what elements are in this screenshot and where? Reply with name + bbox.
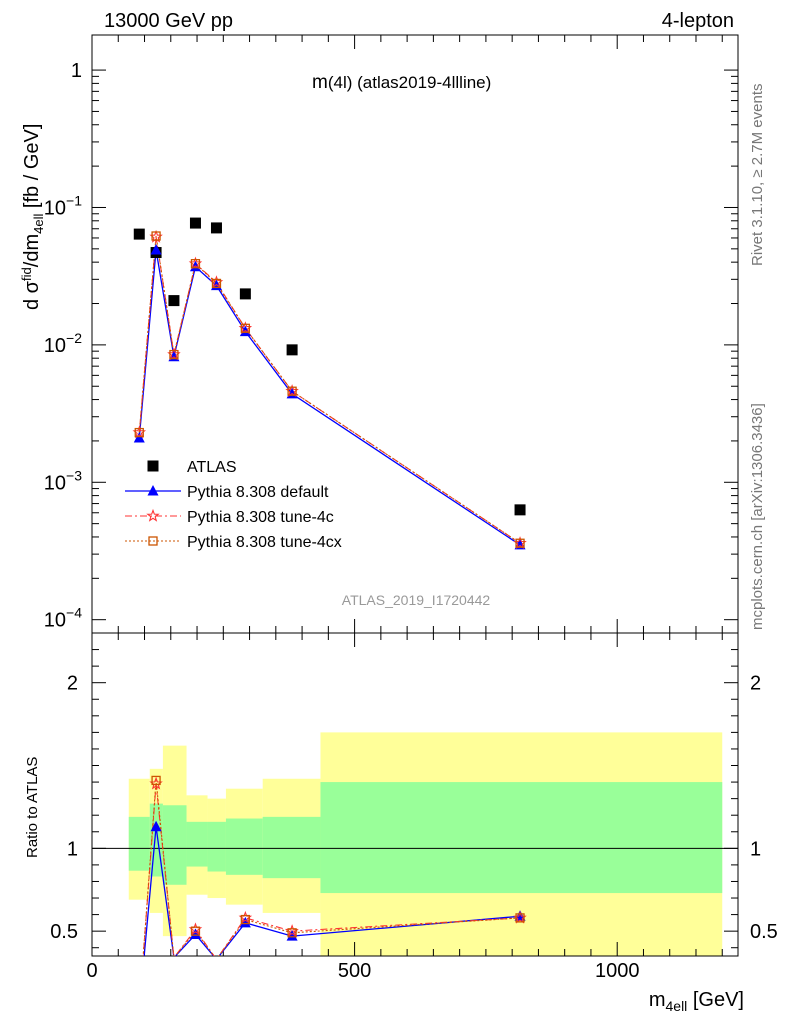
- legend-marker-1: [147, 485, 159, 496]
- analysis-id-watermark: ATLAS_2019_I1720442: [342, 592, 491, 608]
- ratio-plot-frame: [91, 632, 739, 957]
- legend-marker-3: [148, 536, 158, 546]
- ratio-y-tick-label-right-2: 2: [750, 673, 761, 695]
- legend-marker-2: [146, 508, 160, 522]
- main-point-s3-3: [190, 259, 201, 269]
- ratio-point-s2-3: [190, 926, 201, 936]
- mcplots-reference-label: mcplots.cern.ch [arXiv:1306.3436]: [749, 403, 766, 630]
- x-tick-label-1: 500: [338, 960, 371, 982]
- plot-title-rest: (atlas2019-4llline): [352, 73, 491, 92]
- ratio-y-tick-label-left-0: 0.5: [50, 921, 78, 943]
- ratio-point-s2-7: [515, 913, 525, 923]
- x-tick-label-0: 0: [86, 960, 97, 982]
- main-y-tick-label-4: 10−4: [44, 605, 82, 632]
- header-right-label: 4-lepton: [662, 10, 734, 32]
- legend-label-3: Pythia 8.308 tune-4cx: [187, 534, 342, 551]
- main-point-s3-0: [134, 427, 144, 438]
- legend-label-1: Pythia 8.308 default: [187, 484, 329, 501]
- header-left-label: 13000 GeV pp: [104, 10, 233, 32]
- main-point-s3-7: [515, 538, 525, 548]
- ratio-y-tick-label-left-2: 2: [67, 673, 78, 695]
- inner-band-bin-0: [128, 816, 150, 871]
- main-point-s3-6: [287, 386, 297, 396]
- main-point-s0-4: [210, 222, 222, 234]
- ratio-y-tick-labels: 0.5 0.5 1 1 2 2: [50, 673, 778, 943]
- legend-marker-0: [147, 460, 159, 472]
- main-point-s3-1: [151, 231, 161, 241]
- main-point-s0-0: [133, 228, 145, 240]
- main-y-tick-label-3: 10−3: [44, 467, 82, 494]
- x-axis-label: m4ell [GeV]: [649, 989, 744, 1014]
- legend-label-0: ATLAS: [187, 459, 237, 476]
- ratio-series-layer: [142, 775, 527, 956]
- ratio-y-tick-label-right-1: 1: [750, 838, 761, 860]
- ratio-y-tick-label-right-0: 0.5: [750, 921, 778, 943]
- x-tick-label-2: 1000: [595, 960, 640, 982]
- main-y-axis-label: d σfid/dm4ell [fb / GeV]: [19, 124, 46, 310]
- main-point-s1-0: [133, 432, 145, 443]
- main-point-s0-2: [168, 295, 180, 307]
- plot-title-m: m: [312, 72, 328, 93]
- ratio-point-s0-1: [150, 820, 162, 832]
- x-tick-labels: 0 500 1000: [86, 960, 639, 982]
- inner-band-bin-7: [320, 782, 723, 894]
- main-axis-ticks: [91, 35, 738, 633]
- main-y-tick-label-0: 1: [71, 60, 82, 82]
- main-point-s0-3: [189, 217, 201, 229]
- ratio-point-s0-6: [286, 930, 298, 941]
- inner-band-bin-3: [186, 821, 208, 867]
- main-point-s3-5: [240, 323, 251, 333]
- main-point-s3-2: [169, 349, 179, 360]
- main-point-s1-1: [150, 244, 162, 255]
- main-point-s3-4: [211, 278, 222, 289]
- rivet-version-label: Rivet 3.1.10, ≥ 2.7M events: [749, 84, 766, 267]
- inner-band-bin-2: [162, 805, 187, 885]
- main-line-series-1: [138, 249, 521, 546]
- inner-band-bin-4: [207, 821, 226, 872]
- main-y-tick-label-2: 10−2: [44, 330, 82, 357]
- legend-label-2: Pythia 8.308 tune-4c: [187, 509, 334, 526]
- main-point-s0-6: [286, 344, 298, 356]
- inner-band-bin-5: [225, 818, 263, 875]
- main-y-tick-label-1: 10−1: [44, 192, 82, 219]
- ratio-axis-ticks: [91, 633, 738, 956]
- main-series-layer: [132, 217, 527, 550]
- ratio-point-s0-5: [239, 916, 251, 928]
- plot-title-4l: (4l): [328, 73, 353, 92]
- main-point-s0-7: [514, 504, 526, 516]
- main-point-s0-5: [239, 288, 251, 300]
- main-y-tick-labels: 1 10−1 10−2 10−3 10−4: [44, 60, 82, 632]
- ratio-y-tick-label-left-1: 1: [67, 838, 78, 860]
- plot-title: m(4l) (atlas2019-4llline): [312, 72, 491, 93]
- legend: ATLAS Pythia 8.308 default Pythia 8.308 tu…: [125, 459, 342, 551]
- ratio-uncertainty-bands: [128, 732, 723, 956]
- ratio-line-series-0: [143, 826, 521, 956]
- inner-band-bin-6: [262, 816, 321, 879]
- ratio-point-s0-3: [189, 928, 201, 939]
- ratio-point-s2-1: [151, 775, 161, 786]
- ratio-point-s2-6: [287, 928, 297, 938]
- ratio-y-axis-label: Ratio to ATLAS: [24, 757, 41, 858]
- ratio-point-s2-5: [240, 914, 251, 925]
